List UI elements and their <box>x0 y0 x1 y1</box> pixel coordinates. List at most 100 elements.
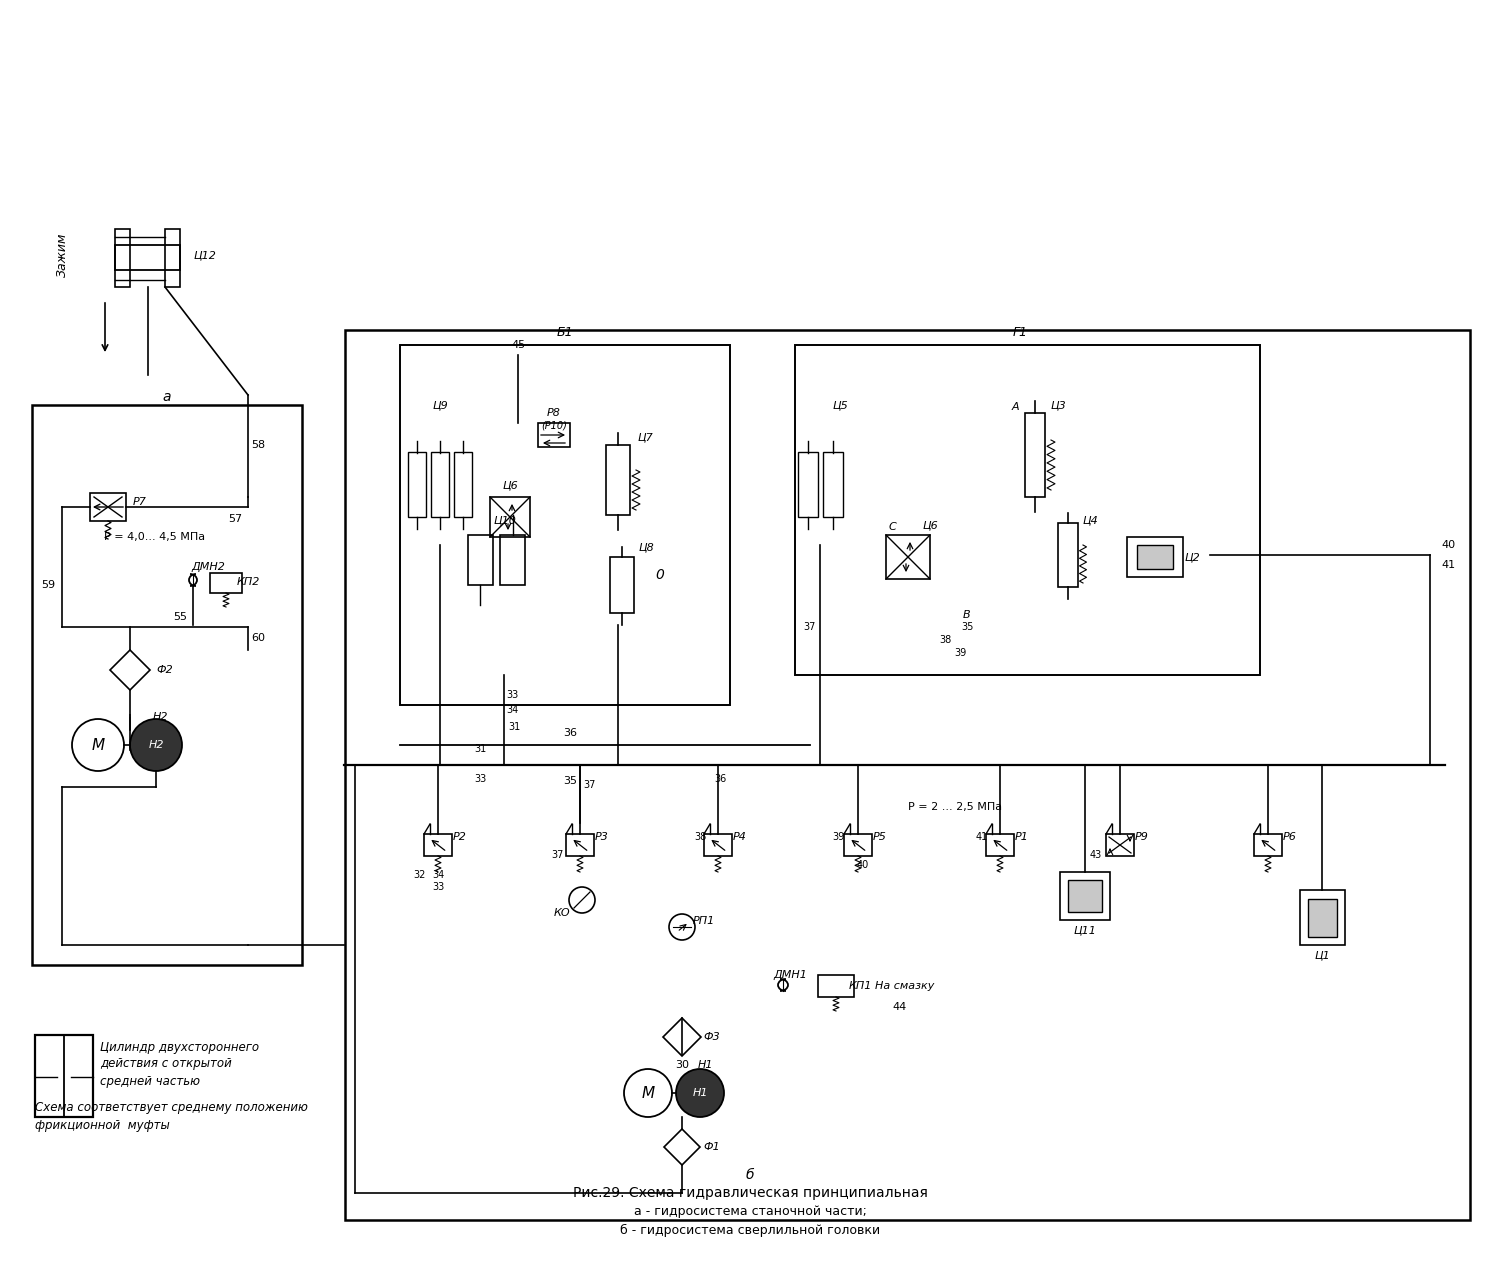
Text: Ц3: Ц3 <box>1050 400 1066 411</box>
Bar <box>538 423 570 448</box>
Text: РП1: РП1 <box>693 915 715 926</box>
Bar <box>1308 899 1336 937</box>
Circle shape <box>676 1068 724 1117</box>
Text: Ц7: Ц7 <box>638 432 652 442</box>
Bar <box>1300 890 1346 945</box>
Bar <box>34 1035 93 1117</box>
Text: Н1: Н1 <box>698 1060 712 1070</box>
Text: 38: 38 <box>939 635 951 645</box>
Bar <box>345 330 1470 1220</box>
Text: А: А <box>1011 402 1019 412</box>
Text: На смазку: На смазку <box>876 980 934 991</box>
Text: Н2: Н2 <box>153 711 168 722</box>
Bar <box>1254 834 1282 856</box>
Text: 58: 58 <box>251 440 266 450</box>
Text: Ц8: Ц8 <box>638 542 654 552</box>
Bar <box>1068 880 1102 912</box>
Bar <box>1058 523 1078 586</box>
Text: 35: 35 <box>962 622 974 632</box>
Bar <box>430 453 448 516</box>
Text: Н2: Н2 <box>148 740 164 750</box>
Text: Р7: Р7 <box>134 497 147 507</box>
Text: а: а <box>162 390 171 404</box>
Text: 37: 37 <box>584 780 596 790</box>
Text: Ц5: Ц5 <box>833 400 848 411</box>
Bar <box>32 405 302 965</box>
Text: а - гидросистема станочной части;: а - гидросистема станочной части; <box>633 1205 867 1219</box>
Text: Р5: Р5 <box>873 833 886 842</box>
Bar <box>798 453 818 516</box>
Text: 33: 33 <box>506 690 518 700</box>
Text: Зажим: Зажим <box>56 233 69 277</box>
Text: ДМН1: ДМН1 <box>772 970 807 980</box>
Bar <box>886 536 930 579</box>
Text: 43: 43 <box>1090 850 1102 861</box>
Text: Р = 4,0... 4,5 МПа: Р = 4,0... 4,5 МПа <box>105 532 206 542</box>
Text: Ц6: Ц6 <box>922 520 938 530</box>
Text: 38: 38 <box>694 833 706 842</box>
Circle shape <box>669 914 694 940</box>
Text: (Р10): (Р10) <box>542 419 567 430</box>
Text: фрикционной  муфты: фрикционной муфты <box>34 1118 170 1131</box>
Text: КО: КО <box>554 908 570 918</box>
Text: 37: 37 <box>804 622 816 632</box>
Text: 36: 36 <box>562 728 578 738</box>
Polygon shape <box>110 650 150 690</box>
Text: б: б <box>746 1168 754 1182</box>
Text: В: В <box>963 609 970 620</box>
Text: 59: 59 <box>40 580 56 590</box>
Text: 41: 41 <box>1442 560 1455 570</box>
Text: 33: 33 <box>474 774 486 784</box>
Bar <box>408 453 426 516</box>
Bar <box>210 572 242 593</box>
Text: Схема соответствует среднему положению: Схема соответствует среднему положению <box>34 1102 308 1114</box>
Text: Ц10: Ц10 <box>494 515 516 525</box>
Bar <box>606 445 630 515</box>
Text: С: С <box>888 521 896 532</box>
Text: Рис.29. Схема гидравлическая принципиальная: Рис.29. Схема гидравлическая принципиаль… <box>573 1186 927 1200</box>
Text: Р6: Р6 <box>1282 833 1298 842</box>
Text: 33: 33 <box>432 882 444 892</box>
Text: 40: 40 <box>856 861 868 870</box>
Bar <box>454 453 472 516</box>
Text: Ц6: Ц6 <box>503 479 518 490</box>
Bar <box>844 834 871 856</box>
Text: Р4: Р4 <box>734 833 747 842</box>
Text: М: М <box>92 737 105 752</box>
Bar <box>1126 537 1184 578</box>
Text: Р8: Р8 <box>548 408 561 418</box>
Text: 45: 45 <box>512 340 525 351</box>
Bar <box>1137 544 1173 569</box>
Text: Р3: Р3 <box>596 833 609 842</box>
Text: Н1: Н1 <box>692 1088 708 1098</box>
Text: Ц11: Ц11 <box>1074 924 1096 935</box>
Text: 35: 35 <box>562 776 578 785</box>
Bar <box>424 834 451 856</box>
Bar <box>822 453 843 516</box>
Bar <box>490 497 530 537</box>
Bar <box>818 975 854 997</box>
Bar <box>116 245 180 270</box>
Text: Р2: Р2 <box>453 833 466 842</box>
Text: ДМН2: ДМН2 <box>190 562 225 572</box>
Bar <box>1024 413 1045 497</box>
Text: 37: 37 <box>552 850 564 861</box>
Text: Б1: Б1 <box>556 326 573 339</box>
Text: 36: 36 <box>714 774 726 784</box>
Text: Ц12: Ц12 <box>194 250 216 260</box>
Text: М: М <box>642 1085 654 1100</box>
Bar <box>500 536 525 585</box>
Text: Ф1: Ф1 <box>704 1142 720 1153</box>
Bar <box>986 834 1014 856</box>
Text: Р1: Р1 <box>1016 833 1029 842</box>
Circle shape <box>568 887 596 913</box>
Text: 55: 55 <box>172 612 188 622</box>
Bar <box>610 557 634 613</box>
Text: КП2: КП2 <box>237 578 260 586</box>
Text: Цилиндр двухстороннего: Цилиндр двухстороннего <box>100 1040 260 1053</box>
Text: б - гидросистема сверлильной головки: б - гидросистема сверлильной головки <box>620 1224 880 1237</box>
Text: 32: 32 <box>414 870 426 880</box>
Circle shape <box>72 719 124 771</box>
Circle shape <box>624 1068 672 1117</box>
Text: Ц1: Ц1 <box>1314 950 1330 960</box>
